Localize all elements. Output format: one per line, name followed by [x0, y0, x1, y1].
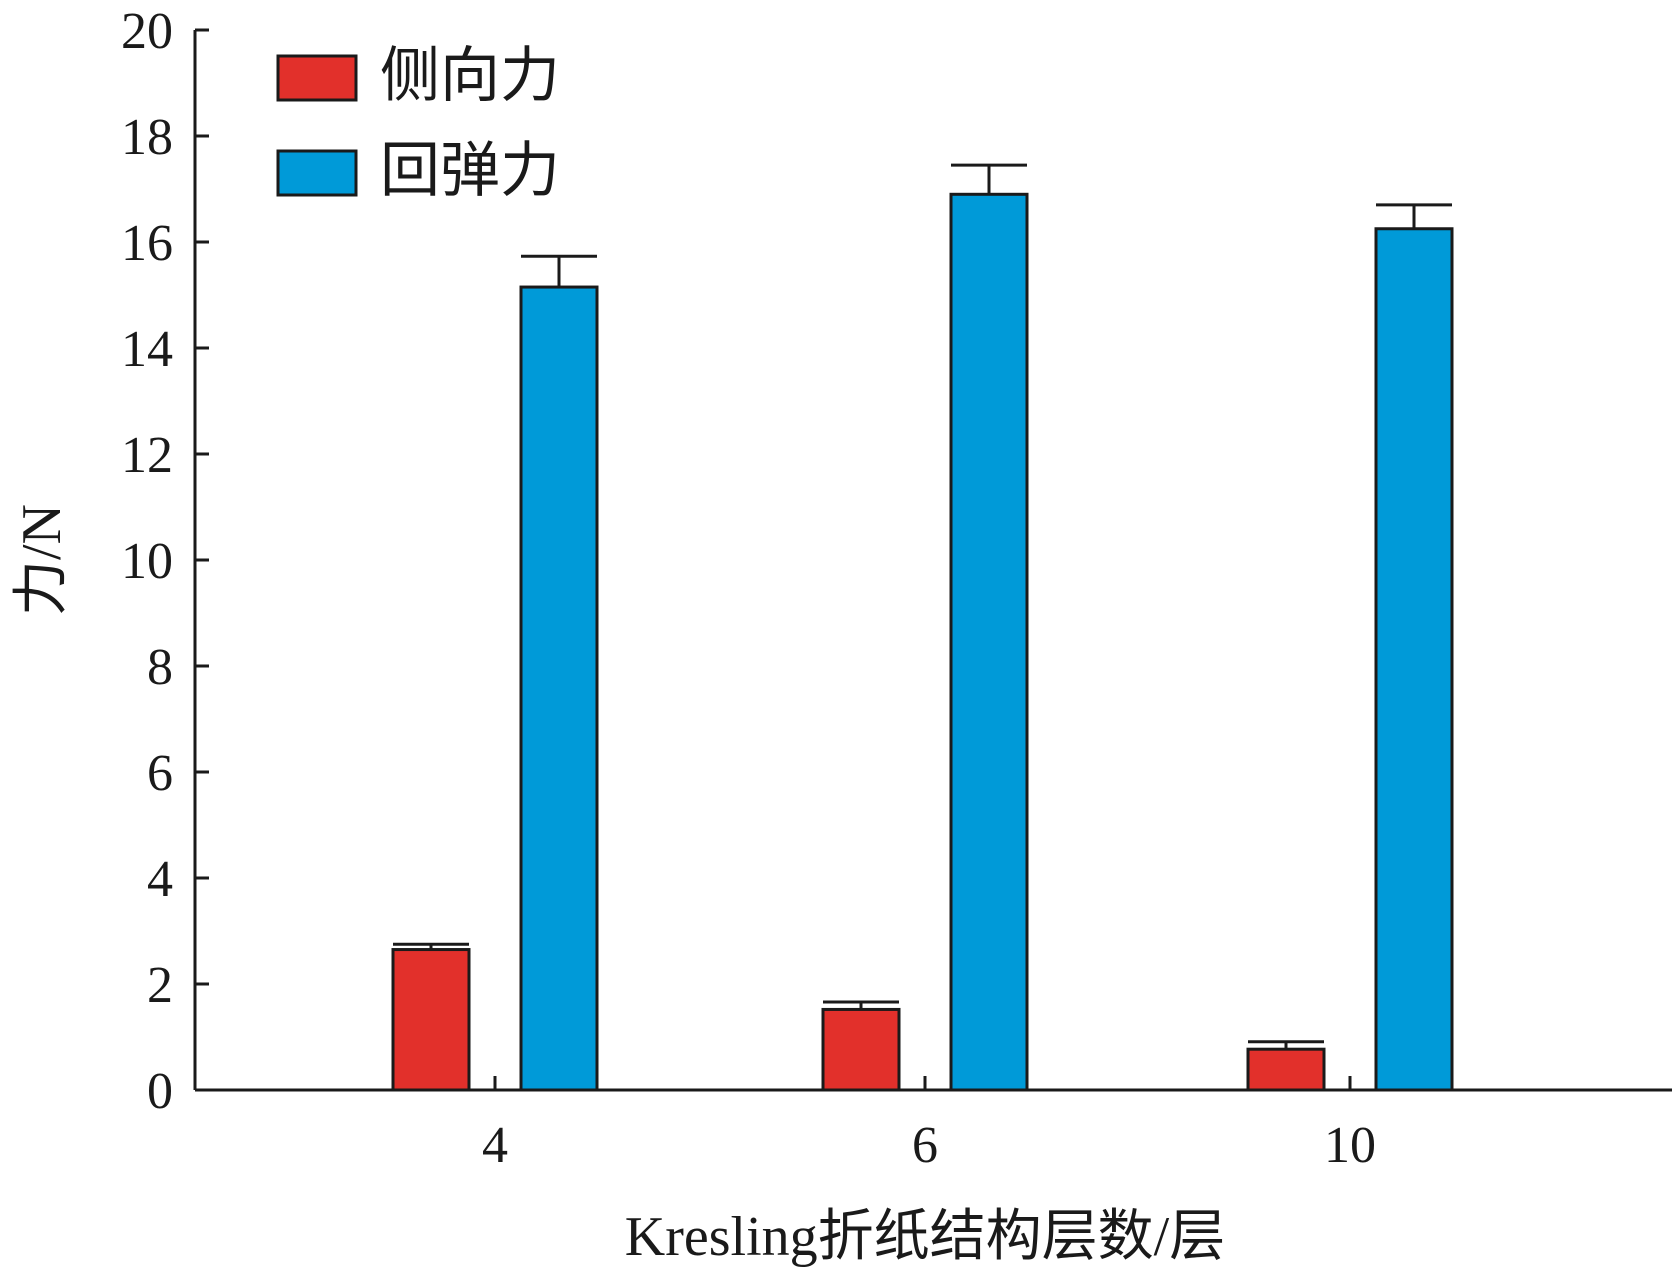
bar — [519, 285, 599, 1092]
bar — [821, 1007, 901, 1092]
y-tick-label: 12 — [121, 427, 173, 484]
bar — [391, 948, 471, 1092]
y-tick-label: 14 — [121, 321, 173, 378]
x-tick-label: 4 — [482, 1117, 508, 1174]
x-tick-label: 6 — [912, 1117, 938, 1174]
y-tick-label: 6 — [147, 745, 173, 802]
y-tick-label: 0 — [147, 1063, 173, 1120]
y-axis-title: 力/N — [11, 504, 73, 616]
error-bars — [393, 163, 1452, 1050]
bar — [949, 192, 1029, 1092]
x-axis-title: Kresling折纸结构层数/层 — [625, 1206, 1225, 1268]
x-axis-ticks: 4 6 10 — [482, 1076, 1376, 1174]
legend-label: 侧向力 — [380, 43, 560, 109]
y-tick-label: 16 — [121, 215, 173, 272]
bar — [1374, 227, 1454, 1092]
y-tick-label: 2 — [147, 957, 173, 1014]
y-tick-label: 4 — [147, 851, 173, 908]
bars — [391, 192, 1454, 1092]
y-axis-ticks: 0 2 4 6 8 10 12 14 16 18 20 — [121, 3, 209, 1120]
y-tick-label: 20 — [121, 3, 173, 60]
legend-swatch — [276, 149, 358, 197]
bar — [1246, 1047, 1326, 1092]
legend-swatch — [276, 54, 358, 102]
y-tick-label: 18 — [121, 109, 173, 166]
y-tick-label: 10 — [121, 533, 173, 590]
y-tick-label: 8 — [147, 639, 173, 696]
legend-label: 回弹力 — [380, 138, 560, 204]
x-tick-label: 10 — [1324, 1117, 1376, 1174]
